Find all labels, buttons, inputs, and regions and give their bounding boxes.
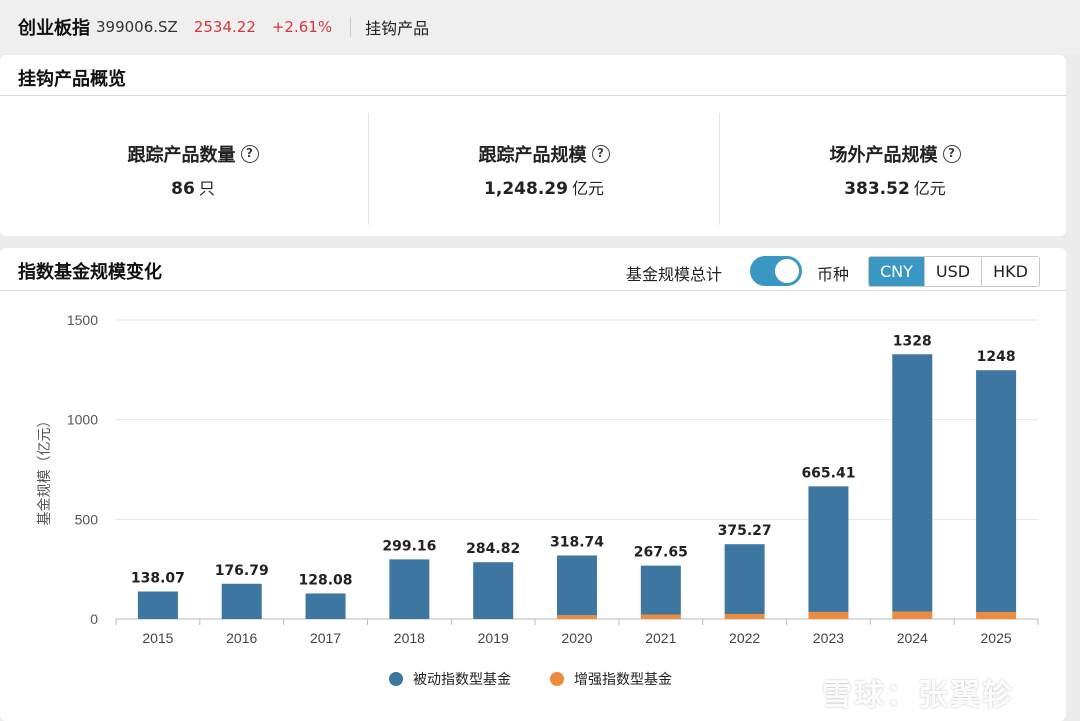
bar-passive-index-fund: [557, 555, 597, 616]
header-divider: [350, 17, 352, 37]
stat-divider: [719, 113, 720, 225]
bar-enhanced-index-fund: [557, 615, 597, 619]
legend-item: 增强指数型基金: [550, 671, 672, 688]
bar-passive-index-fund: [305, 593, 346, 619]
bar-total-label: 375.27: [718, 523, 772, 539]
help-icon[interactable]: ?: [942, 145, 961, 163]
stat-divider: [368, 113, 369, 225]
currency-selector: CNY USD HKD: [868, 256, 1040, 287]
stat-product-scale: 跟踪产品规模 ? 1,248.29 亿元: [369, 113, 719, 225]
bar-total-label: 138.07: [131, 570, 185, 586]
bar-total-label: 284.82: [466, 541, 520, 557]
bar-total-label: 1328: [893, 333, 932, 349]
index-price: 2534.22: [193, 18, 256, 36]
x-tick-label: 2021: [645, 630, 676, 646]
stat-value: 1,248.29: [484, 179, 568, 199]
y-tick-label: 0: [90, 611, 98, 627]
x-tick-label: 2023: [813, 630, 844, 646]
bar-passive-index-fund: [221, 583, 262, 619]
x-tick-label: 2017: [310, 630, 341, 646]
stat-unit: 只: [198, 179, 215, 198]
bar-total-label: 299.16: [382, 538, 436, 554]
legend-swatch: [389, 672, 403, 686]
bar-enhanced-index-fund: [640, 614, 681, 619]
y-tick-label: 500: [75, 511, 99, 527]
index-name: 创业板指: [18, 18, 90, 39]
tab-linked-products[interactable]: 挂钩产品: [365, 19, 430, 38]
scale-change-card: 指数基金规模变化 基金规模总计 币种 CNY USD HKD 0 500 1000 1…: [0, 248, 1066, 721]
bar-enhanced-index-fund: [808, 611, 849, 619]
toggle-knob: [775, 259, 799, 283]
index-header: 创业板指 399006.SZ 2534.22 +2.61% 挂钩产品: [0, 0, 1080, 54]
bar-enhanced-index-fund: [724, 613, 765, 619]
x-tick-label: 2018: [394, 630, 425, 646]
stat-label: 场外产品规模: [829, 145, 938, 166]
stat-label: 跟踪产品规模: [478, 145, 587, 166]
watermark: 雪球：张翼轸: [822, 678, 1014, 713]
stat-value: 383.52: [844, 179, 910, 199]
y-tick-label: 1000: [67, 412, 98, 428]
bar-passive-index-fund: [808, 486, 849, 612]
overview-title: 挂钩产品概览: [18, 69, 126, 90]
overview-card: 挂钩产品概览 跟踪产品数量 ? 86 只 跟踪产品规模 ? 1,248.29 亿元 …: [0, 55, 1066, 236]
bar-enhanced-index-fund: [976, 612, 1017, 619]
x-tick-label: 2025: [981, 630, 1012, 646]
bar-passive-index-fund: [724, 544, 765, 614]
x-tick-label: 2024: [897, 630, 928, 646]
overview-divider: [0, 95, 1066, 96]
bar-passive-index-fund: [892, 354, 933, 612]
total-scale-toggle[interactable]: [750, 256, 802, 286]
bar-passive-index-fund: [976, 370, 1017, 613]
bar-total-label: 1248: [977, 349, 1016, 365]
bar-passive-index-fund: [389, 559, 430, 619]
scale-section-title: 指数基金规模变化: [18, 262, 162, 283]
bar-total-label: 665.41: [801, 465, 855, 481]
bar-enhanced-index-fund: [892, 611, 933, 619]
bar-total-label: 176.79: [215, 563, 269, 579]
x-tick-label: 2022: [729, 630, 760, 646]
stat-label: 跟踪产品数量: [127, 145, 236, 166]
x-tick-label: 2016: [226, 630, 257, 646]
legend-swatch: [550, 672, 564, 686]
index-change: +2.61%: [271, 18, 333, 36]
help-icon[interactable]: ?: [240, 145, 259, 163]
total-scale-label: 基金规模总计: [626, 265, 723, 284]
bar-passive-index-fund: [137, 591, 178, 619]
bar-total-label: 267.65: [634, 545, 688, 561]
legend-label: 被动指数型基金: [413, 671, 511, 688]
stat-otc-scale: 场外产品规模 ? 383.52 亿元: [720, 113, 1070, 225]
stat-unit: 亿元: [571, 179, 604, 198]
x-tick-label: 2019: [478, 630, 509, 646]
help-icon[interactable]: ?: [591, 145, 610, 163]
x-tick-label: 2020: [561, 630, 592, 646]
currency-hkd-button[interactable]: HKD: [982, 257, 1039, 286]
x-tick-label: 2015: [142, 630, 173, 646]
legend-label: 增强指数型基金: [574, 671, 672, 688]
bar-total-label: 128.08: [299, 572, 353, 588]
fund-scale-chart: 0 500 1000 1500 基金规模（亿元） 2015 2016 2017 2018 2019…: [36, 312, 1039, 688]
scale-section-divider: [0, 290, 1066, 291]
bar-total-label: 318.74: [550, 534, 604, 550]
stat-value: 86: [171, 179, 195, 199]
bar-passive-index-fund: [640, 565, 681, 615]
stat-unit: 亿元: [913, 179, 946, 198]
legend-item: 被动指数型基金: [389, 671, 511, 688]
index-code: 399006.SZ: [96, 18, 178, 36]
currency-cny-button[interactable]: CNY: [869, 257, 925, 286]
currency-usd-button[interactable]: USD: [924, 257, 983, 286]
currency-label: 币种: [817, 265, 850, 284]
bar-passive-index-fund: [473, 562, 514, 619]
stat-product-count: 跟踪产品数量 ? 86 只: [18, 113, 368, 225]
y-axis-label: 基金规模（亿元）: [36, 414, 53, 526]
y-tick-label: 1500: [67, 312, 98, 328]
